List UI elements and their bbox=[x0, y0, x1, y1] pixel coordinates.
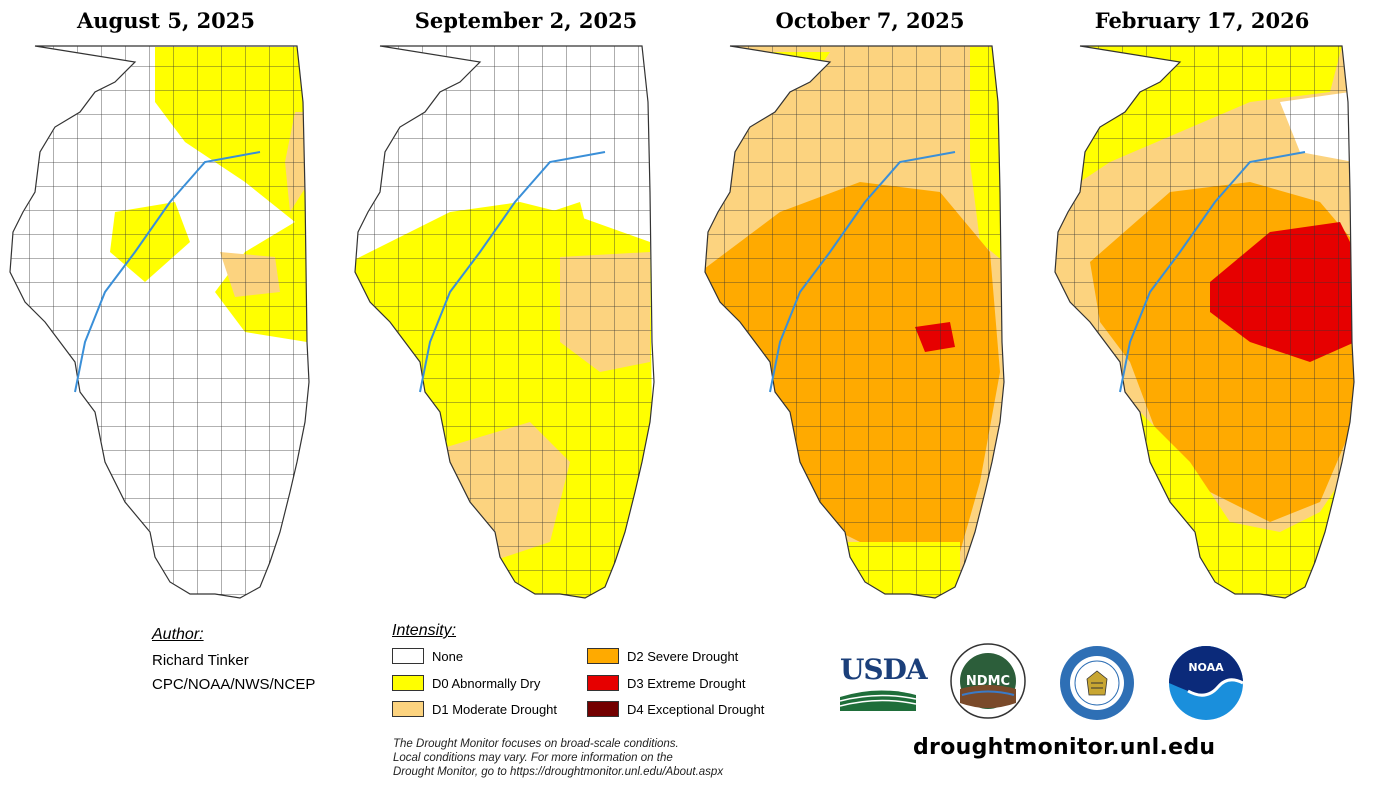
legend-label: D4 Exceptional Drought bbox=[627, 701, 765, 717]
legend-label: None bbox=[432, 648, 464, 664]
ndmc-logo: NDMC bbox=[950, 643, 1026, 719]
legend-swatch bbox=[392, 648, 424, 664]
map-title-2: September 2, 2025 bbox=[414, 8, 638, 33]
drought-map-oct-2025 bbox=[704, 45, 1005, 599]
drought-map-aug-2025 bbox=[9, 45, 310, 599]
noaa-logo-text: NOAA bbox=[1188, 661, 1224, 674]
legend-label: D3 Extreme Drought bbox=[627, 675, 746, 691]
website-url[interactable]: droughtmonitor.unl.edu bbox=[913, 735, 1216, 760]
note-line-1: The Drought Monitor focuses on broad-sca… bbox=[393, 738, 679, 750]
legend-item-d3: D3 Extreme Drought bbox=[587, 674, 746, 692]
legend-swatch bbox=[392, 701, 424, 717]
legend-swatch bbox=[587, 675, 619, 691]
legend-label: D0 Abnormally Dry bbox=[432, 675, 541, 691]
note-line-3: Drought Monitor, go to https://droughtmo… bbox=[393, 766, 724, 778]
legend-item-d2: D2 Severe Drought bbox=[587, 647, 738, 665]
map-title-1: August 5, 2025 bbox=[76, 8, 256, 33]
author-label: Author: bbox=[152, 626, 204, 643]
usda-field-icon bbox=[839, 690, 917, 711]
usda-logo-text: USDA bbox=[840, 653, 928, 686]
author-name: Richard Tinker bbox=[152, 652, 249, 669]
legend-label: D1 Moderate Drought bbox=[432, 701, 558, 717]
map-title-4: February 17, 2026 bbox=[1094, 8, 1310, 33]
author-org: CPC/NOAA/NWS/NCEP bbox=[152, 676, 316, 693]
legend-item-d1: D1 Moderate Drought bbox=[392, 700, 557, 718]
legend-swatch bbox=[587, 701, 619, 717]
legend-title: Intensity: bbox=[392, 622, 457, 639]
legend-item-none: None bbox=[392, 647, 463, 665]
drought-map-sep-2025 bbox=[354, 45, 655, 599]
commerce-seal-logo bbox=[1060, 646, 1134, 720]
disclaimer-note: The Drought Monitor focuses on broad-sca… bbox=[393, 737, 813, 779]
noaa-logo: NOAA bbox=[1169, 646, 1244, 720]
legend-swatch bbox=[587, 648, 619, 664]
legend-item-d0: D0 Abnormally Dry bbox=[392, 674, 540, 692]
drought-map-feb-2026 bbox=[1054, 45, 1355, 599]
legend-item-d4: D4 Exceptional Drought bbox=[587, 700, 764, 718]
usda-logo: USDA bbox=[839, 653, 928, 713]
map-title-3: October 7, 2025 bbox=[775, 8, 965, 33]
ndmc-logo-text: NDMC bbox=[966, 674, 1010, 689]
legend-label: D2 Severe Drought bbox=[627, 648, 739, 664]
note-line-2: Local conditions may vary. For more info… bbox=[393, 752, 673, 764]
legend-swatch bbox=[392, 675, 424, 691]
